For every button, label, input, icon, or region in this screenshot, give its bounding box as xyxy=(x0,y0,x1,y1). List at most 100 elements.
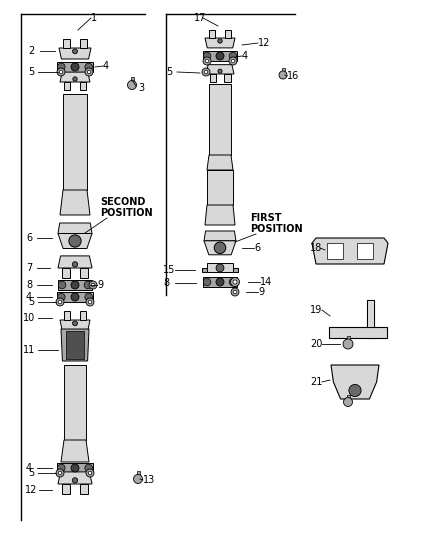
Text: 8: 8 xyxy=(163,278,169,288)
Circle shape xyxy=(229,278,237,286)
Circle shape xyxy=(233,290,237,294)
Text: 5: 5 xyxy=(28,297,34,307)
Bar xyxy=(367,300,374,338)
Circle shape xyxy=(229,52,237,60)
Polygon shape xyxy=(207,155,233,170)
Circle shape xyxy=(69,235,81,247)
Circle shape xyxy=(59,70,63,74)
Circle shape xyxy=(88,300,92,304)
Polygon shape xyxy=(204,241,236,255)
Polygon shape xyxy=(60,190,90,215)
Text: 13: 13 xyxy=(143,475,155,485)
Circle shape xyxy=(56,469,64,477)
Circle shape xyxy=(86,469,94,477)
Circle shape xyxy=(57,68,65,76)
Bar xyxy=(66,330,84,359)
Circle shape xyxy=(72,478,78,483)
Text: 4: 4 xyxy=(103,61,109,71)
Circle shape xyxy=(127,80,137,90)
Text: 7: 7 xyxy=(26,263,32,273)
Bar xyxy=(64,82,70,90)
Circle shape xyxy=(86,298,94,306)
Circle shape xyxy=(89,281,97,289)
Text: 12: 12 xyxy=(25,485,37,495)
Circle shape xyxy=(58,300,62,304)
Text: 5: 5 xyxy=(166,67,172,77)
Bar xyxy=(63,39,70,48)
Circle shape xyxy=(214,242,226,254)
Circle shape xyxy=(56,298,64,306)
Polygon shape xyxy=(61,440,89,462)
Text: 4: 4 xyxy=(26,463,32,473)
Circle shape xyxy=(231,288,239,296)
Circle shape xyxy=(88,471,92,475)
Polygon shape xyxy=(205,38,235,48)
Circle shape xyxy=(73,321,78,326)
Bar xyxy=(225,30,231,38)
Circle shape xyxy=(134,474,142,483)
Text: 9: 9 xyxy=(258,287,264,297)
Text: FIRST: FIRST xyxy=(250,213,282,223)
Bar xyxy=(207,170,233,205)
Text: POSITION: POSITION xyxy=(100,208,152,218)
Bar xyxy=(327,243,343,259)
Bar xyxy=(282,68,285,75)
Bar xyxy=(62,268,70,278)
Bar xyxy=(63,94,87,190)
Text: POSITION: POSITION xyxy=(250,224,303,234)
Circle shape xyxy=(85,68,93,76)
Circle shape xyxy=(84,281,92,289)
Bar xyxy=(357,243,373,259)
Text: 2: 2 xyxy=(28,46,34,56)
Text: 21: 21 xyxy=(310,377,322,387)
Circle shape xyxy=(73,49,78,54)
Circle shape xyxy=(58,281,66,289)
Polygon shape xyxy=(60,320,90,331)
Circle shape xyxy=(87,70,91,74)
Bar xyxy=(57,292,93,302)
Polygon shape xyxy=(206,64,234,74)
Circle shape xyxy=(72,262,78,267)
Polygon shape xyxy=(312,238,388,264)
Circle shape xyxy=(57,63,65,71)
Polygon shape xyxy=(331,365,379,399)
Bar xyxy=(137,471,139,479)
Circle shape xyxy=(343,339,353,349)
Circle shape xyxy=(231,59,235,63)
Circle shape xyxy=(73,77,77,81)
Text: 14: 14 xyxy=(260,277,272,287)
Circle shape xyxy=(71,63,79,71)
Circle shape xyxy=(58,471,62,475)
Bar xyxy=(80,82,86,90)
Circle shape xyxy=(71,281,79,289)
Circle shape xyxy=(216,264,224,272)
Text: 10: 10 xyxy=(23,313,35,323)
Text: 18: 18 xyxy=(310,243,322,253)
Text: 6: 6 xyxy=(26,233,32,243)
Polygon shape xyxy=(205,205,235,225)
Circle shape xyxy=(218,69,222,73)
Circle shape xyxy=(57,464,65,472)
Bar xyxy=(346,336,350,344)
Text: 1: 1 xyxy=(91,13,97,23)
Text: 4: 4 xyxy=(26,292,32,302)
Bar xyxy=(64,365,86,440)
Circle shape xyxy=(71,293,79,301)
Bar xyxy=(57,463,93,473)
Bar xyxy=(57,62,93,72)
Circle shape xyxy=(279,71,287,79)
Text: 11: 11 xyxy=(23,345,35,355)
Text: 19: 19 xyxy=(310,305,322,315)
Circle shape xyxy=(203,57,211,65)
Bar xyxy=(224,74,230,82)
Polygon shape xyxy=(58,223,92,233)
Bar xyxy=(209,84,231,155)
Bar xyxy=(203,277,237,287)
Circle shape xyxy=(204,70,208,74)
Text: 5: 5 xyxy=(28,468,34,478)
Bar xyxy=(208,263,233,272)
Circle shape xyxy=(349,384,361,397)
Polygon shape xyxy=(367,300,374,327)
Text: 6: 6 xyxy=(254,243,260,253)
Circle shape xyxy=(85,63,92,71)
